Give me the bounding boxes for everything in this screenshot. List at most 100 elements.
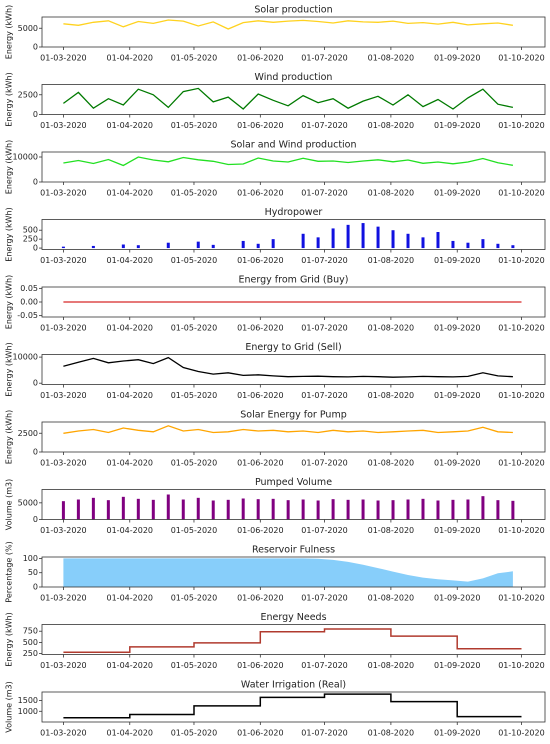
x-tick-label: 01-10-2020	[498, 729, 545, 738]
bar	[241, 498, 245, 520]
x-tick-label: 01-03-2020	[40, 256, 87, 265]
bar	[421, 237, 425, 249]
y-tick-label: 10000	[13, 353, 38, 362]
y-tick-label: 0	[33, 178, 38, 187]
y-axis-label: Energy (kWh)	[5, 5, 14, 59]
bar	[496, 500, 500, 520]
y-tick-label: 0.05	[20, 284, 38, 293]
y-tick-label: 5000	[18, 24, 38, 33]
y-tick-label: 5000	[18, 498, 38, 507]
subplot-title: Solar and Wind production	[230, 140, 356, 151]
x-tick-label: 01-03-2020	[40, 594, 87, 603]
y-tick-label: 0	[33, 583, 38, 592]
y-tick-label: 250	[23, 235, 38, 244]
plot-area	[63, 628, 522, 654]
x-tick-label: 01-06-2020	[237, 729, 284, 738]
x-tick-label: 01-10-2020	[498, 324, 545, 333]
x-tick-label: 01-07-2020	[301, 729, 348, 738]
y-axis-label: Energy (kWh)	[5, 275, 14, 329]
bar	[406, 233, 410, 249]
y-tick-label: 0	[33, 379, 38, 388]
bar	[451, 240, 455, 249]
bar	[226, 499, 230, 520]
bar	[181, 499, 185, 520]
x-tick-label: 01-10-2020	[498, 526, 545, 535]
subplot-title: Energy to Grid (Sell)	[245, 342, 341, 353]
x-tick-label: 01-06-2020	[237, 661, 284, 670]
bar	[136, 245, 140, 249]
bar	[151, 499, 155, 520]
y-tick-label: 0	[33, 515, 38, 524]
bar	[391, 230, 395, 249]
x-tick-label: 01-05-2020	[171, 594, 218, 603]
x-tick-label: 01-09-2020	[434, 594, 481, 603]
bar	[481, 239, 485, 249]
x-tick-label: 01-09-2020	[434, 391, 481, 400]
bar	[241, 240, 245, 249]
x-tick-label: 01-04-2020	[107, 324, 154, 333]
bar	[166, 494, 170, 520]
bar	[391, 500, 395, 520]
bar	[331, 228, 335, 249]
bar	[346, 224, 350, 249]
x-tick-label: 01-06-2020	[237, 256, 284, 265]
x-tick-label: 01-07-2020	[301, 391, 348, 400]
line	[63, 87, 514, 110]
x-tick-label: 01-04-2020	[107, 391, 154, 400]
subplot: Energy Needs Energy (kWh) 250 500 750 01-03-2…	[5, 612, 546, 670]
y-tick-label: 1500	[18, 696, 38, 705]
bar	[166, 242, 170, 249]
y-tick-label: 2500	[18, 90, 38, 99]
y-axis-label: Percentage (%)	[5, 541, 14, 602]
bar	[91, 497, 95, 520]
x-tick-label: 01-06-2020	[237, 324, 284, 333]
x-tick-label: 01-09-2020	[434, 729, 481, 738]
x-tick-label: 01-08-2020	[368, 54, 415, 63]
y-axis-label: Energy (kWh)	[5, 207, 14, 261]
bar	[496, 243, 500, 249]
bar	[466, 499, 470, 520]
x-tick-label: 01-09-2020	[434, 121, 481, 130]
x-tick-label: 01-10-2020	[498, 459, 545, 468]
plot-area	[63, 356, 513, 378]
x-tick-label: 01-07-2020	[301, 459, 348, 468]
x-tick-label: 01-06-2020	[237, 121, 284, 130]
x-tick-label: 01-09-2020	[434, 324, 481, 333]
plot-frame	[41, 624, 546, 655]
bar	[436, 500, 440, 520]
x-tick-label: 01-10-2020	[498, 391, 545, 400]
bar	[271, 498, 275, 520]
bar	[196, 241, 200, 249]
y-tick-label: 10000	[13, 153, 38, 162]
x-tick-label: 01-08-2020	[368, 391, 415, 400]
x-tick-label: 01-03-2020	[40, 661, 87, 670]
line	[63, 19, 513, 30]
x-tick-label: 01-08-2020	[368, 121, 415, 130]
plot-frame	[41, 556, 546, 588]
x-tick-label: 01-06-2020	[237, 391, 284, 400]
plot-frame	[41, 421, 546, 453]
y-tick-label: 1000	[18, 707, 38, 716]
subplot: Solar Energy for Pump Energy (kWh) 0 2500 01…	[5, 410, 546, 468]
bar	[511, 500, 515, 520]
bar	[481, 496, 485, 520]
subplot-title: Solar production	[254, 5, 332, 16]
x-tick-label: 01-04-2020	[107, 189, 154, 198]
y-axis-label: Energy (kWh)	[5, 140, 14, 194]
x-tick-label: 01-06-2020	[237, 54, 284, 63]
plot-area	[63, 19, 513, 30]
x-tick-label: 01-05-2020	[171, 526, 218, 535]
y-tick-label: 250	[23, 649, 38, 658]
x-tick-label: 01-10-2020	[498, 661, 545, 670]
x-tick-label: 01-10-2020	[498, 594, 545, 603]
x-tick-label: 01-07-2020	[301, 121, 348, 130]
x-tick-label: 01-07-2020	[301, 256, 348, 265]
x-tick-label: 01-08-2020	[368, 661, 415, 670]
subplot: Solar and Wind production Energy (kWh) 0 10…	[5, 140, 546, 198]
x-tick-label: 01-03-2020	[40, 391, 87, 400]
y-tick-label: 100	[23, 554, 38, 563]
x-tick-label: 01-04-2020	[107, 729, 154, 738]
y-tick-label: 500	[23, 226, 38, 235]
